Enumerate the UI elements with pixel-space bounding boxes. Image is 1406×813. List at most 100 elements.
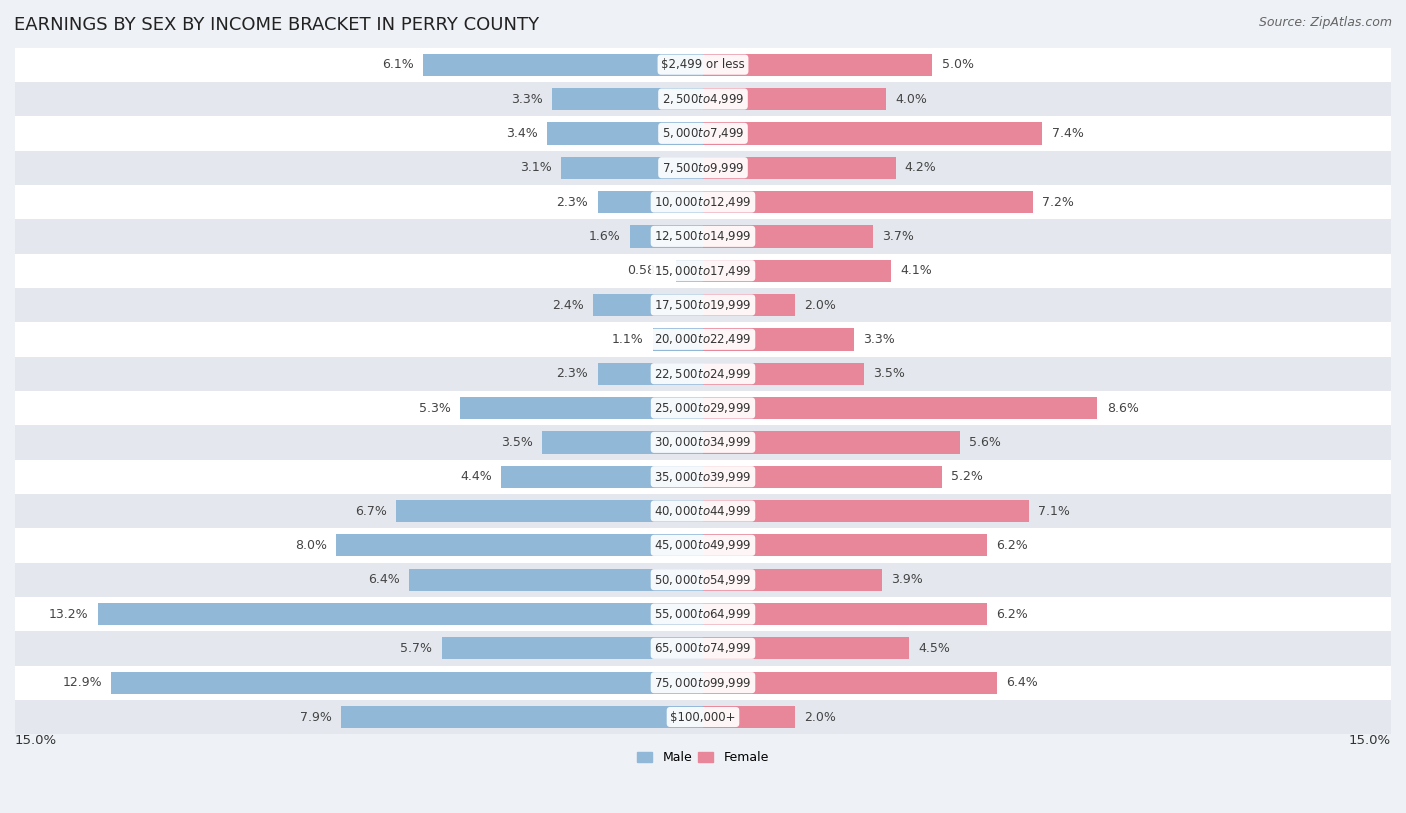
- Bar: [15, 563, 1391, 597]
- Text: 6.1%: 6.1%: [382, 59, 413, 72]
- Bar: [703, 157, 896, 179]
- Text: $17,500 to $19,999: $17,500 to $19,999: [654, 298, 752, 312]
- Text: 1.6%: 1.6%: [589, 230, 620, 243]
- Text: 3.3%: 3.3%: [863, 333, 896, 346]
- Text: 5.0%: 5.0%: [942, 59, 973, 72]
- Bar: [15, 631, 1391, 666]
- Bar: [551, 88, 703, 111]
- Bar: [703, 88, 886, 111]
- Text: $15,000 to $17,499: $15,000 to $17,499: [654, 263, 752, 278]
- Text: $100,000+: $100,000+: [671, 711, 735, 724]
- Text: 4.4%: 4.4%: [460, 470, 492, 483]
- Bar: [15, 597, 1391, 631]
- Bar: [630, 225, 703, 247]
- Bar: [561, 157, 703, 179]
- Text: $65,000 to $74,999: $65,000 to $74,999: [654, 641, 752, 655]
- Text: $10,000 to $12,499: $10,000 to $12,499: [654, 195, 752, 209]
- Bar: [15, 47, 1391, 82]
- Text: 2.0%: 2.0%: [804, 298, 835, 311]
- Text: 8.6%: 8.6%: [1107, 402, 1139, 415]
- Bar: [703, 259, 891, 282]
- Bar: [15, 357, 1391, 391]
- Text: $35,000 to $39,999: $35,000 to $39,999: [654, 470, 752, 484]
- Text: 5.7%: 5.7%: [401, 641, 433, 654]
- Text: $5,000 to $7,499: $5,000 to $7,499: [662, 126, 744, 141]
- Bar: [111, 672, 703, 693]
- Bar: [593, 293, 703, 316]
- Text: $40,000 to $44,999: $40,000 to $44,999: [654, 504, 752, 518]
- Bar: [460, 397, 703, 420]
- Bar: [676, 259, 703, 282]
- Text: 5.2%: 5.2%: [950, 470, 983, 483]
- Bar: [15, 322, 1391, 357]
- Text: 3.5%: 3.5%: [502, 436, 533, 449]
- Text: 6.2%: 6.2%: [997, 539, 1028, 552]
- Bar: [336, 534, 703, 557]
- Bar: [409, 568, 703, 591]
- Bar: [547, 122, 703, 145]
- Bar: [703, 293, 794, 316]
- Text: 5.6%: 5.6%: [969, 436, 1001, 449]
- Text: $55,000 to $64,999: $55,000 to $64,999: [654, 607, 752, 621]
- Text: 6.4%: 6.4%: [368, 573, 401, 586]
- Text: 6.7%: 6.7%: [354, 505, 387, 518]
- Text: 0.58%: 0.58%: [627, 264, 668, 277]
- Text: 7.2%: 7.2%: [1042, 195, 1074, 208]
- Text: 4.5%: 4.5%: [918, 641, 950, 654]
- Bar: [423, 54, 703, 76]
- Text: 2.3%: 2.3%: [557, 195, 588, 208]
- Bar: [703, 637, 910, 659]
- Bar: [15, 700, 1391, 734]
- Bar: [703, 568, 882, 591]
- Bar: [703, 706, 794, 728]
- Text: $2,500 to $4,999: $2,500 to $4,999: [662, 92, 744, 106]
- Text: $7,500 to $9,999: $7,500 to $9,999: [662, 161, 744, 175]
- Text: 4.2%: 4.2%: [905, 161, 936, 174]
- Text: 3.5%: 3.5%: [873, 367, 904, 380]
- Text: $12,500 to $14,999: $12,500 to $14,999: [654, 229, 752, 243]
- Text: 3.1%: 3.1%: [520, 161, 551, 174]
- Bar: [703, 397, 1098, 420]
- Text: EARNINGS BY SEX BY INCOME BRACKET IN PERRY COUNTY: EARNINGS BY SEX BY INCOME BRACKET IN PER…: [14, 16, 538, 34]
- Text: 3.3%: 3.3%: [510, 93, 543, 106]
- Bar: [15, 254, 1391, 288]
- Bar: [703, 54, 932, 76]
- Bar: [703, 363, 863, 385]
- Text: 15.0%: 15.0%: [15, 734, 58, 747]
- Text: $75,000 to $99,999: $75,000 to $99,999: [654, 676, 752, 689]
- Bar: [703, 122, 1042, 145]
- Bar: [703, 328, 855, 350]
- Text: 2.0%: 2.0%: [804, 711, 835, 724]
- Text: 4.0%: 4.0%: [896, 93, 928, 106]
- Text: 15.0%: 15.0%: [1348, 734, 1391, 747]
- Bar: [703, 672, 997, 693]
- Bar: [97, 603, 703, 625]
- Bar: [15, 185, 1391, 220]
- Text: $22,500 to $24,999: $22,500 to $24,999: [654, 367, 752, 380]
- Bar: [703, 225, 873, 247]
- Text: 7.1%: 7.1%: [1038, 505, 1070, 518]
- Text: 1.1%: 1.1%: [612, 333, 644, 346]
- Text: $2,499 or less: $2,499 or less: [661, 59, 745, 72]
- Text: 2.3%: 2.3%: [557, 367, 588, 380]
- Text: 5.3%: 5.3%: [419, 402, 451, 415]
- Bar: [598, 191, 703, 213]
- Bar: [703, 603, 987, 625]
- Bar: [441, 637, 703, 659]
- Bar: [15, 220, 1391, 254]
- Bar: [15, 425, 1391, 459]
- Text: $25,000 to $29,999: $25,000 to $29,999: [654, 401, 752, 415]
- Bar: [395, 500, 703, 522]
- Bar: [15, 459, 1391, 493]
- Text: 3.9%: 3.9%: [891, 573, 922, 586]
- Bar: [703, 466, 942, 488]
- Bar: [703, 191, 1033, 213]
- Text: $30,000 to $34,999: $30,000 to $34,999: [654, 435, 752, 450]
- Text: $20,000 to $22,499: $20,000 to $22,499: [654, 333, 752, 346]
- Text: $45,000 to $49,999: $45,000 to $49,999: [654, 538, 752, 552]
- Bar: [703, 534, 987, 557]
- Bar: [15, 528, 1391, 563]
- Legend: Male, Female: Male, Female: [633, 746, 773, 769]
- Bar: [703, 431, 960, 454]
- Text: 2.4%: 2.4%: [553, 298, 583, 311]
